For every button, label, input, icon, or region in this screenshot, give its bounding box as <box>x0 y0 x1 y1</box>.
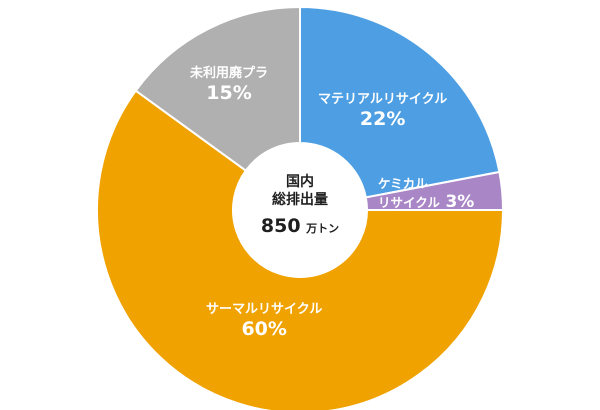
slice-3 <box>134 5 301 173</box>
slice-0 <box>299 5 501 199</box>
label-thermal-recycle: サーマルリサイクル 60% <box>206 302 322 342</box>
label-chemical-name-1: ケミカル <box>378 176 428 191</box>
label-chemical-pct: 3% <box>445 191 475 212</box>
label-chemical-recycle: ケミカル リサイクル 3% <box>378 176 474 213</box>
center-total-value: 850 万トン <box>234 215 366 237</box>
label-thermal-name: サーマルリサイクル <box>206 302 323 317</box>
center-value: 850 <box>260 215 301 238</box>
label-unused-plastic: 未利用廃プラ 15% <box>190 66 268 106</box>
center-total: 国内 総排出量 850 万トン <box>234 145 366 277</box>
center-line2: 総排出量 <box>272 192 328 209</box>
center-unit: 万トン <box>306 222 340 236</box>
label-unused-name: 未利用廃プラ <box>190 66 269 81</box>
label-thermal-pct: 60% <box>241 318 287 341</box>
label-chemical-name-2: リサイクル <box>378 194 440 210</box>
label-material-pct: 22% <box>359 108 406 131</box>
label-unused-pct: 15% <box>206 82 252 105</box>
slice-2 <box>96 89 505 410</box>
center-line1: 国内 <box>286 174 314 190</box>
label-material-recycle: マテリアルリサイクル 22% <box>318 92 447 132</box>
label-material-name: マテリアルリサイクル <box>318 92 448 107</box>
